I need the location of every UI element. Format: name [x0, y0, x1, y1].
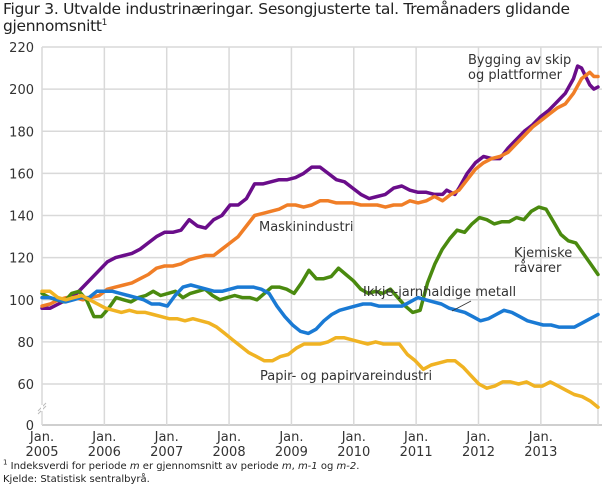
series-line-kjemiske-r-varer — [40, 205, 600, 319]
source-note: Kjelde: Statistisk sentralbyrå. — [3, 474, 150, 485]
x-tick-label: 2009 — [275, 445, 308, 460]
x-tick-label: 2010 — [337, 445, 370, 460]
x-tick-label: 2007 — [150, 445, 183, 460]
x-tick-label: Jan. — [278, 430, 303, 445]
x-tick-label: Jan. — [528, 430, 553, 445]
x-tick-label: Jan. — [29, 430, 54, 445]
y-tick-label: 0 — [26, 419, 34, 434]
footnote-part: er gjennomsnitt av periode — [139, 461, 282, 472]
x-tick-label: 2006 — [88, 445, 121, 460]
y-tick-label: 100 — [9, 294, 34, 309]
x-tick-label: Jan. — [403, 430, 428, 445]
x-tick-label: Jan. — [216, 430, 241, 445]
x-tick-label: 2011 — [400, 445, 433, 460]
title-footnote-marker: 1 — [101, 17, 108, 28]
label-kjemiske-ravarer: Kjemiske — [514, 246, 572, 261]
y-tick-label: 220 — [9, 41, 34, 56]
footnote-part: Indeksverdi for periode — [7, 461, 130, 472]
label-maskinindustri: Maskinindustri — [259, 220, 354, 235]
footnote-part: m-1 — [297, 461, 318, 472]
series-line-maskinindustri — [40, 70, 600, 308]
x-tick-label: 2008 — [213, 445, 246, 460]
footnote-part: . — [356, 461, 360, 472]
footnote-part: , — [291, 461, 298, 472]
footnote-marker: 1 — [3, 458, 8, 467]
footnote-part: m — [129, 461, 140, 472]
x-tick-label: 2005 — [25, 445, 58, 460]
gridlines — [41, 46, 602, 426]
label-bygging-av-skip: og plattformer — [468, 68, 563, 83]
series-lines — [40, 64, 600, 409]
chart-title-text: Figur 3. Utvalde industrinæringar. Seson… — [3, 0, 570, 35]
y-tick-label: 180 — [9, 125, 34, 140]
y-tick-label: 140 — [9, 210, 34, 225]
x-tick-label: Jan. — [154, 430, 179, 445]
footnote-text: Indeksverdi for periode m er gjennomsnit… — [7, 461, 360, 472]
label-ikkje-jarnhaldige-metall: Ikkje-jarnhaldige metall — [363, 285, 516, 300]
x-tick-label: 2012 — [462, 445, 495, 460]
footnote-part: m-2 — [336, 461, 357, 472]
series-line-papir-og-papirvareindustri — [40, 289, 600, 409]
axis-break-gap — [41, 405, 43, 411]
y-tick-label: 160 — [9, 167, 34, 182]
y-tick-label: 80 — [17, 336, 34, 351]
x-tick-label: Jan. — [465, 430, 490, 445]
label-leader-line — [451, 300, 472, 312]
label-papir: Papir- og papirvareindustri — [260, 369, 432, 384]
x-tick-label: Jan. — [341, 430, 366, 445]
footnote-part: og — [317, 461, 337, 472]
label-bygging-av-skip: Bygging av skip — [468, 53, 571, 68]
y-tick-label: 60 — [17, 378, 34, 393]
series-line-bygging-av-skip-og-plattformer — [40, 64, 600, 310]
footnote-part: m — [281, 461, 292, 472]
label-kjemiske-ravarer: råvarer — [514, 261, 562, 276]
chart-title: Figur 3. Utvalde industrinæringar. Seson… — [3, 1, 603, 35]
y-tick-label: 200 — [9, 83, 34, 98]
footnote: 1 Indeksverdi for periode m er gjennomsn… — [3, 458, 360, 473]
y-tick-label: 120 — [9, 252, 34, 267]
axes: 06080100120140160180200220Jan.2005Jan.20… — [9, 41, 557, 460]
x-tick-label: Jan. — [91, 430, 116, 445]
series-line-ikkje-jarnhaldige-metall — [40, 283, 600, 336]
x-tick-label: 2013 — [524, 445, 557, 460]
